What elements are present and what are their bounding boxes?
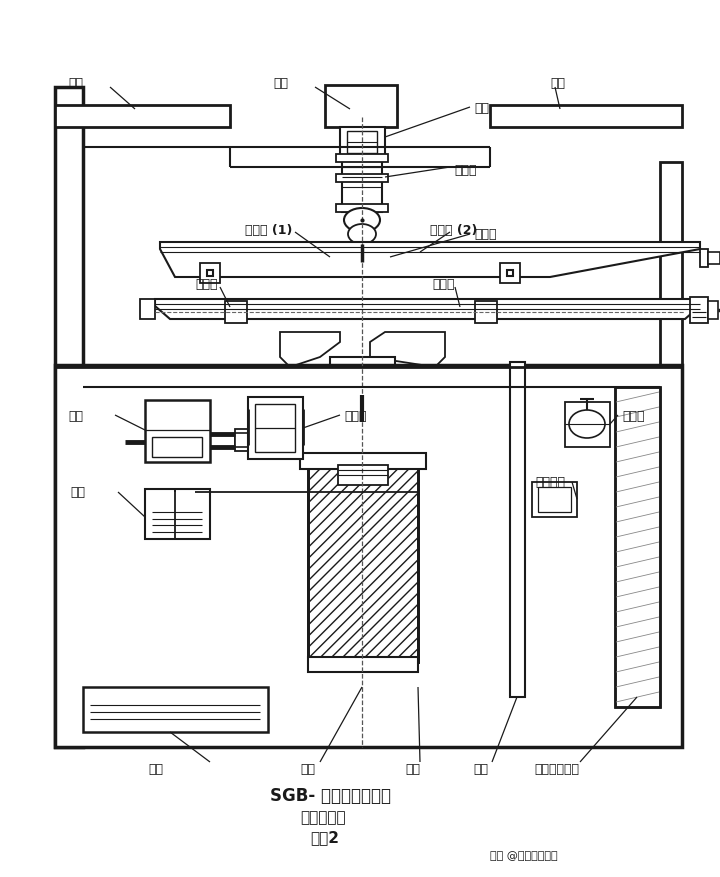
- Polygon shape: [370, 332, 445, 367]
- Text: 立柱: 立柱: [273, 76, 288, 89]
- Bar: [235, 433, 265, 447]
- Ellipse shape: [352, 245, 372, 260]
- Bar: [248, 397, 303, 460]
- Text: 电路板数显板: 电路板数显板: [534, 763, 579, 775]
- Bar: [325, 86, 397, 128]
- Bar: [140, 300, 155, 319]
- Bar: [83, 688, 268, 732]
- Text: 限位开关: 限位开关: [535, 476, 565, 489]
- Bar: [255, 404, 295, 453]
- Bar: [708, 253, 720, 265]
- Text: 定位夹: 定位夹: [432, 278, 454, 291]
- Bar: [615, 388, 660, 707]
- Text: 拉杆: 拉杆: [473, 763, 488, 775]
- Text: 油缸: 油缸: [405, 763, 420, 775]
- Bar: [538, 488, 571, 512]
- Text: 知乎 @苏州科准测控: 知乎 @苏州科准测控: [490, 850, 557, 860]
- Text: 油筒: 油筒: [148, 763, 163, 775]
- Bar: [565, 403, 610, 447]
- Text: 传感器: 传感器: [454, 163, 477, 176]
- Text: 机械结构图: 机械结构图: [300, 809, 346, 824]
- Bar: [308, 467, 418, 662]
- Bar: [330, 261, 394, 270]
- Text: 活塞: 活塞: [300, 763, 315, 775]
- Bar: [152, 438, 202, 458]
- Bar: [708, 302, 718, 319]
- Text: 盖板: 盖板: [68, 76, 83, 89]
- Text: 附图2: 附图2: [310, 830, 339, 845]
- Bar: [225, 302, 247, 324]
- Bar: [330, 358, 395, 375]
- Ellipse shape: [569, 410, 605, 438]
- Bar: [300, 453, 426, 469]
- Text: 电磁阀: 电磁阀: [344, 409, 366, 422]
- Polygon shape: [280, 332, 340, 367]
- Text: 支承架: 支承架: [195, 278, 217, 291]
- Ellipse shape: [344, 209, 380, 232]
- Polygon shape: [160, 243, 700, 278]
- Bar: [615, 388, 660, 707]
- Text: 平衡铁 (1): 平衡铁 (1): [245, 224, 292, 236]
- Text: 螺栓: 螺栓: [474, 102, 489, 114]
- Bar: [342, 158, 382, 213]
- Bar: [340, 374, 385, 389]
- Bar: [308, 657, 418, 673]
- Bar: [660, 163, 682, 747]
- Bar: [336, 204, 388, 213]
- Text: SGB- 台型抗折试验机: SGB- 台型抗折试验机: [270, 786, 391, 804]
- Bar: [145, 489, 210, 539]
- Ellipse shape: [348, 225, 376, 245]
- Text: 盖板: 盖板: [550, 76, 565, 89]
- Bar: [235, 430, 255, 452]
- Bar: [55, 88, 83, 747]
- Ellipse shape: [352, 388, 372, 402]
- Text: 调速阀: 调速阀: [622, 409, 644, 422]
- Bar: [500, 264, 520, 283]
- Bar: [340, 128, 385, 158]
- Bar: [347, 132, 377, 153]
- Bar: [55, 106, 230, 128]
- Bar: [336, 175, 388, 182]
- Bar: [532, 482, 577, 517]
- Bar: [700, 250, 708, 267]
- Bar: [55, 366, 682, 747]
- Polygon shape: [155, 300, 700, 319]
- Bar: [338, 466, 388, 486]
- Text: 平衡铁 (2): 平衡铁 (2): [430, 224, 477, 236]
- Bar: [308, 467, 418, 662]
- Bar: [490, 106, 682, 128]
- Bar: [475, 302, 497, 324]
- Text: 电机: 电机: [68, 409, 83, 422]
- Bar: [145, 401, 210, 462]
- Bar: [200, 264, 220, 283]
- Text: 油泵: 油泵: [70, 486, 85, 499]
- Bar: [690, 297, 708, 324]
- Text: 上压头: 上压头: [474, 228, 497, 241]
- Bar: [336, 155, 388, 163]
- Bar: [510, 362, 525, 697]
